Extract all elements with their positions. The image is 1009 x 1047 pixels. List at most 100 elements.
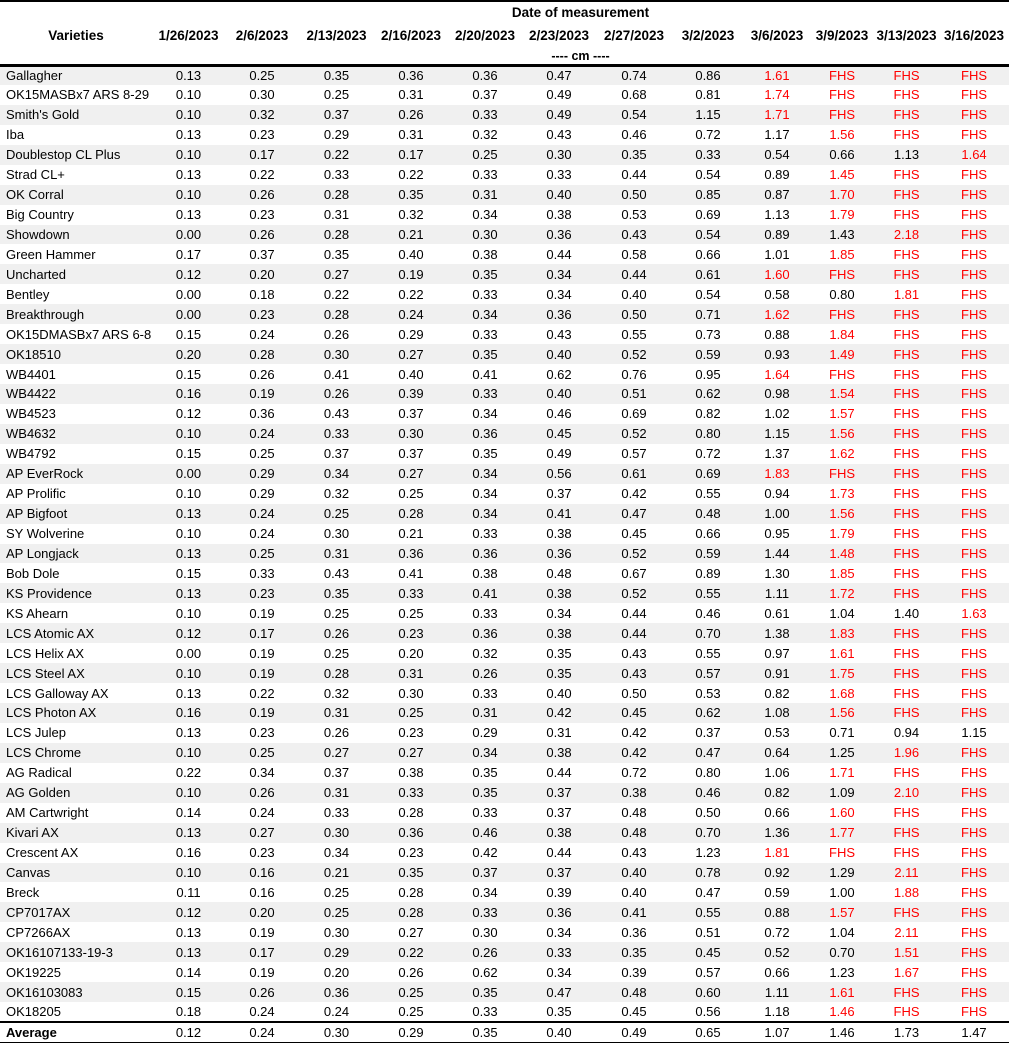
measurement-cell: 0.23 <box>249 306 275 322</box>
measurement-cell: 0.29 <box>398 326 424 342</box>
measurement-cell: 0.17 <box>249 625 275 641</box>
measurement-cell: FHS <box>961 226 988 242</box>
measurement-cell: FHS <box>893 107 920 123</box>
measurement-cell: 0.60 <box>695 984 721 1000</box>
variety-name: WB4422 <box>6 386 56 402</box>
measurement-cell: 0.15 <box>175 446 202 462</box>
measurement-cell: 0.15 <box>175 984 202 1000</box>
measurement-cell: FHS <box>961 306 988 322</box>
measurement-cell: 0.36 <box>546 306 572 322</box>
measurement-cell: 0.34 <box>472 506 498 522</box>
measurement-cell: 0.53 <box>621 207 647 223</box>
date-column-header: 3/16/2023 <box>943 27 1005 43</box>
measurement-cell: 0.38 <box>398 765 424 781</box>
measurement-cell: 0.42 <box>621 745 647 761</box>
measurement-cell: 0.66 <box>829 147 855 163</box>
measurement-cell: 0.24 <box>249 526 275 542</box>
measurement-cell: 0.40 <box>398 366 424 382</box>
measurement-cell: 1.60 <box>764 266 790 282</box>
measurement-cell: 0.70 <box>695 825 721 841</box>
measurement-cell: 0.45 <box>621 526 647 542</box>
measurement-cell: 0.13 <box>175 127 202 143</box>
measurement-cell: 0.11 <box>176 884 201 900</box>
measurement-cell: 0.22 <box>249 685 275 701</box>
measurement-cell: FHS <box>961 625 988 641</box>
variety-name: AP Prolific <box>6 486 66 502</box>
measurement-cell: 1.23 <box>829 964 855 980</box>
measurement-cell: FHS <box>961 805 988 821</box>
variety-name: OK16103083 <box>6 984 83 1000</box>
measurement-cell: 0.43 <box>621 665 647 681</box>
variety-name: CP7017AX <box>6 904 71 920</box>
measurement-cell: FHS <box>961 167 988 183</box>
measurement-cell: FHS <box>961 984 988 1000</box>
measurement-cell: 0.51 <box>695 924 721 940</box>
measurement-cell: 0.13 <box>175 545 202 561</box>
varieties-header: Varieties <box>48 27 104 43</box>
measurement-cell: 0.25 <box>323 884 350 900</box>
measurement-cell: 0.25 <box>398 984 424 1000</box>
measurement-cell: 0.40 <box>546 685 572 701</box>
measurement-cell: 1.56 <box>829 426 855 442</box>
measurement-cell: FHS <box>893 705 920 721</box>
variety-name: OK18510 <box>6 346 61 362</box>
measurement-cell: 0.28 <box>398 904 424 920</box>
measurement-cell: 0.94 <box>893 725 920 741</box>
measurement-cell: 0.56 <box>695 1004 721 1020</box>
measurement-cell: FHS <box>893 904 920 920</box>
measurement-cell: 0.37 <box>546 785 572 801</box>
varieties-col-spacer <box>0 1 152 22</box>
measurement-cell: 0.48 <box>546 565 572 581</box>
measurement-cell: 0.35 <box>323 246 350 262</box>
date-column-header: 2/6/2023 <box>235 27 289 43</box>
table-row: Strad CL+ 0.13 0.22 0.33 0.22 0.33 0.33 0.44 0.5… <box>0 165 1009 185</box>
measurement-cell: 0.33 <box>472 526 498 542</box>
table-row: WB4422 0.16 0.19 0.26 0.39 0.33 0.40 0.51 0.62 0.… <box>0 384 1009 404</box>
measurement-cell: 0.25 <box>398 486 424 502</box>
measurement-cell: 1.88 <box>893 884 920 900</box>
measurement-cell: 0.54 <box>764 147 790 163</box>
measurement-cell: 0.30 <box>398 685 424 701</box>
variety-name: KS Ahearn <box>6 605 69 621</box>
measurement-cell: 0.19 <box>249 964 275 980</box>
measurement-cell: 0.55 <box>695 585 721 601</box>
measurement-cell: FHS <box>829 266 855 282</box>
variety-name: Big Country <box>6 207 74 223</box>
measurement-cell: 0.27 <box>323 745 350 761</box>
average-cell: 0.29 <box>398 1024 424 1040</box>
measurement-cell: 0.54 <box>695 286 721 302</box>
measurement-cell: 0.15 <box>175 326 202 342</box>
date-of-measurement-header: Date of measurement <box>511 4 650 20</box>
measurement-cell: 0.53 <box>695 685 721 701</box>
measurement-cell: 0.22 <box>398 944 424 960</box>
date-column-header: 3/13/2023 <box>876 27 937 43</box>
measurement-cell: 0.43 <box>323 406 350 422</box>
measurement-cell: 0.19 <box>249 665 275 681</box>
measurement-cell: 0.37 <box>546 486 572 502</box>
date-header-row: Varieties 1/26/2023 2/6/2023 2/13/2023 2/16… <box>0 22 1009 48</box>
table-header: Date of measurement Varieties 1/26/2023 2… <box>0 1 1009 65</box>
table-row: LCS Photon AX 0.16 0.19 0.31 0.25 0.31 0.42 0.4… <box>0 703 1009 723</box>
measurement-cell: 0.27 <box>398 745 424 761</box>
measurement-cell: 1.71 <box>829 765 855 781</box>
measurement-cell: 0.14 <box>175 964 202 980</box>
measurement-cell: 0.38 <box>546 825 572 841</box>
measurement-cell: 0.37 <box>546 805 572 821</box>
measurement-cell: 0.34 <box>249 765 275 781</box>
table-row: OK18205 0.18 0.24 0.24 0.25 0.33 0.35 0.45 0.56 1… <box>0 1002 1009 1022</box>
measurement-cell: 0.36 <box>546 226 572 242</box>
measurement-cell: 0.62 <box>695 705 721 721</box>
average-cell: 1.73 <box>893 1024 920 1040</box>
measurement-cell: 0.33 <box>398 785 424 801</box>
measurement-cell: 0.33 <box>323 426 350 442</box>
measurement-cell: 0.31 <box>472 705 498 721</box>
measurement-cell: 0.57 <box>695 665 721 681</box>
measurement-cell: 0.67 <box>621 565 647 581</box>
measurement-cell: 0.54 <box>621 107 647 123</box>
measurement-cell: FHS <box>961 386 988 402</box>
measurement-cell: 0.10 <box>175 605 202 621</box>
measurement-cell: 0.45 <box>621 705 647 721</box>
measurement-cell: 0.26 <box>323 386 350 402</box>
measurement-cell: FHS <box>961 745 988 761</box>
